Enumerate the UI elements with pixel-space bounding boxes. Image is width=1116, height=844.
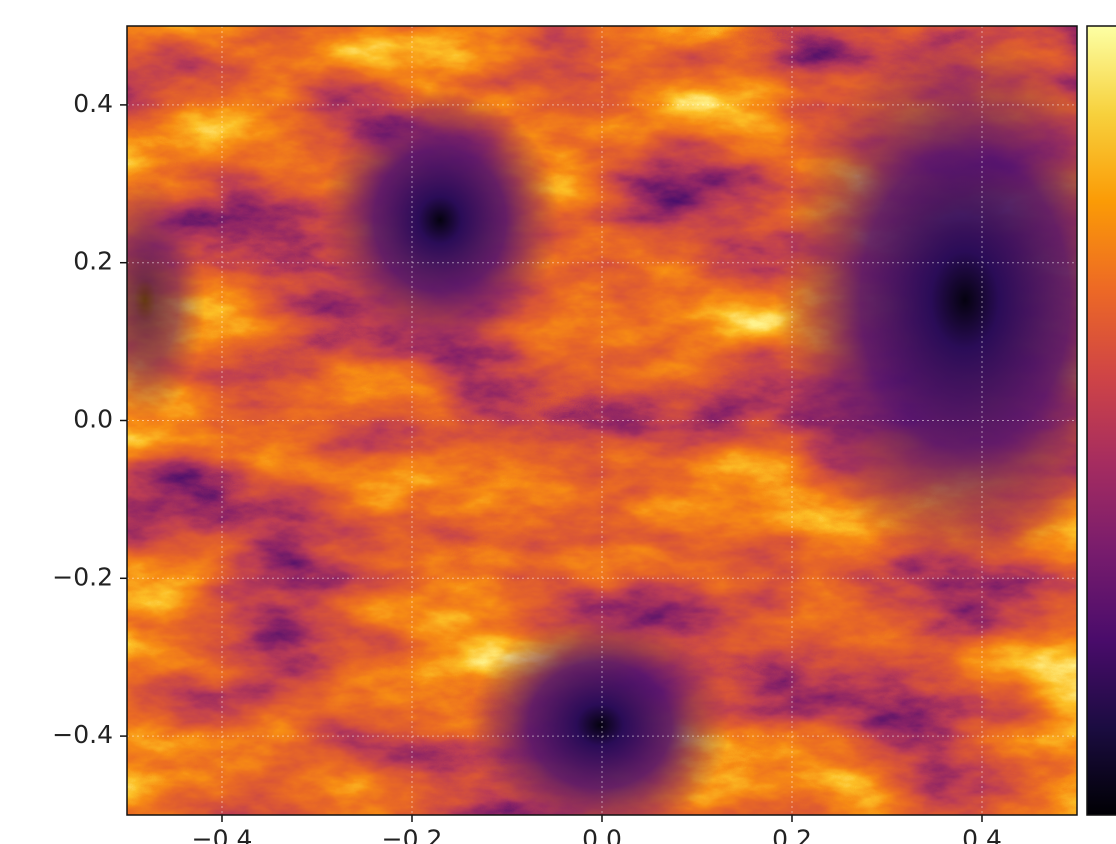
y-tick-label: 0.2 (73, 247, 113, 276)
y-tick-label: 0.0 (73, 405, 113, 434)
y-tick-label: 0.4 (73, 89, 113, 118)
x-tick-label: 0.0 (582, 824, 622, 844)
heatmap-field (85, 26, 1116, 840)
page: {"chart_data": {"type": "heatmap", "colo… (0, 0, 1116, 844)
y-tick-label: −0.2 (52, 562, 113, 591)
x-tick-label: −0.4 (192, 824, 253, 844)
colorbar (1087, 26, 1116, 815)
x-tick-label: 0.2 (772, 824, 812, 844)
x-tick-label: −0.2 (382, 824, 443, 844)
chart: −0.4 −0.2 0.0 0.2 0.4 −0.4 −0.2 0.0 0.2 0.4 (0, 0, 1116, 844)
x-tick-label: 0.4 (962, 824, 1002, 844)
vortex (85, 180, 205, 420)
vortex (320, 90, 560, 350)
vortex (470, 610, 730, 840)
y-tick-label: −0.4 (52, 720, 113, 749)
